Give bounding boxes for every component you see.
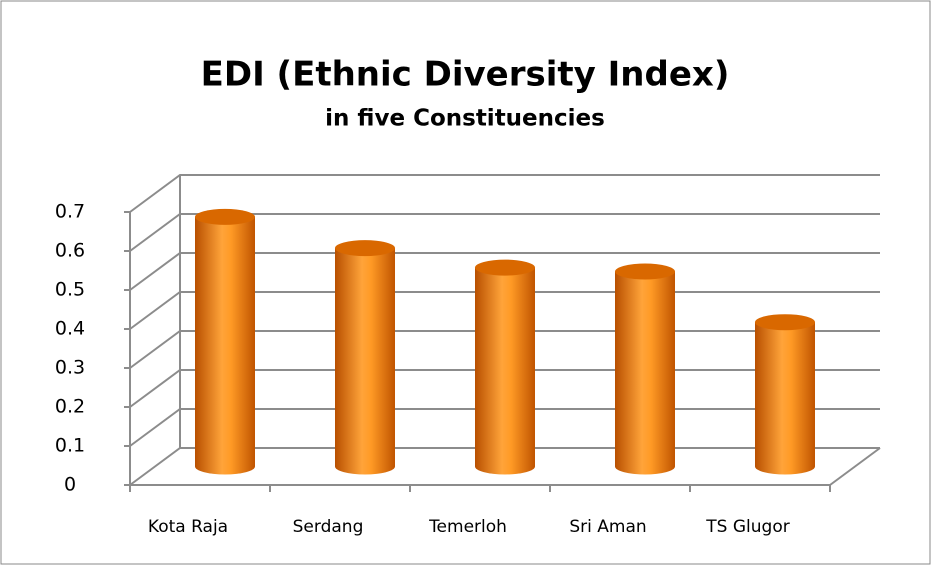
y-tick-label: 0.5 [55, 279, 85, 301]
grid-line [129, 252, 880, 291]
chart-title: EDI (Ethnic Diversity Index) [201, 55, 730, 95]
bar [195, 208, 255, 475]
bar [755, 314, 815, 475]
y-tick-label: 0.6 [55, 240, 85, 262]
y-tick-label: 0.4 [55, 318, 85, 340]
bar-part [755, 314, 815, 331]
bar [475, 259, 535, 475]
floor-edge [829, 447, 881, 486]
y-tick-label: 0.3 [55, 357, 85, 379]
x-tick-label: TS Glugor [705, 517, 789, 537]
bar-part [755, 322, 815, 475]
x-tick-label: Sri Aman [569, 517, 646, 537]
chart-subtitle: in five Constituencies [325, 106, 605, 132]
grid-line [129, 174, 880, 213]
bar-part [195, 216, 255, 475]
y-tick-label: 0.2 [55, 396, 85, 418]
y-tick-label: 0.7 [55, 201, 85, 223]
bar [335, 240, 395, 475]
y-tick-label: 0 [64, 474, 76, 496]
grid-line [129, 213, 880, 252]
bar-part [195, 208, 255, 225]
x-tick-label: Serdang [293, 517, 364, 537]
bar [615, 263, 675, 475]
x-tick-label: Kota Raja [148, 517, 228, 537]
bar-part [335, 240, 395, 257]
y-tick-label: 0.1 [55, 435, 85, 457]
bar-part [335, 248, 395, 475]
bar-part [615, 271, 675, 475]
bar-part [475, 267, 535, 475]
bar-part [475, 259, 535, 276]
bar-part [615, 263, 675, 280]
x-tick-label: Temerloh [428, 517, 507, 537]
